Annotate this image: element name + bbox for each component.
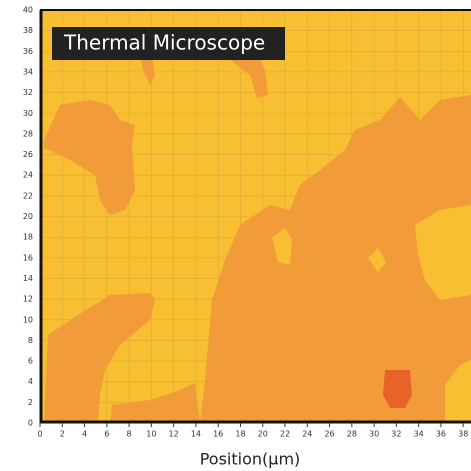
y-tick-label: 22: [23, 191, 33, 200]
y-tick-label: 30: [23, 109, 33, 118]
x-tick-label: 20: [258, 430, 268, 439]
x-tick-label: 30: [369, 430, 379, 439]
x-tick-label: 26: [324, 430, 334, 439]
y-tick-label: 38: [23, 26, 33, 35]
y-tick-label: 12: [23, 295, 33, 304]
x-tick-label: 2: [60, 430, 65, 439]
x-tick-label: 38: [458, 430, 468, 439]
x-tick-label: 6: [104, 430, 109, 439]
x-tick-label: 22: [280, 430, 290, 439]
y-tick-label: 14: [23, 274, 33, 283]
x-tick-label: 14: [191, 430, 201, 439]
y-tick-label: 16: [23, 253, 33, 262]
y-tick-label: 6: [28, 357, 33, 366]
plot-area: [40, 10, 471, 423]
x-tick-label: 34: [414, 430, 424, 439]
x-axis-label: Position(μm): [200, 450, 301, 469]
x-tick-label: 28: [347, 430, 357, 439]
x-tick-label: 24: [302, 430, 312, 439]
y-tick-label: 2: [28, 398, 33, 407]
y-tick-label: 8: [28, 336, 33, 345]
y-tick-label: 26: [23, 150, 33, 159]
x-tick-label: 32: [391, 430, 401, 439]
x-tick-label: 36: [436, 430, 446, 439]
x-tick-label: 0: [37, 430, 42, 439]
y-tick-label: 4: [28, 377, 33, 386]
x-tick-label: 4: [82, 430, 87, 439]
y-tick-label: 20: [23, 212, 33, 221]
y-tick-label: 28: [23, 129, 33, 138]
page: Thermal Microscope Position(μm) 02468101…: [0, 0, 471, 471]
x-tick-label: 12: [169, 430, 179, 439]
y-tick-label: 32: [23, 88, 33, 97]
y-tick-label: 0: [28, 419, 33, 428]
x-tick-label: 8: [127, 430, 132, 439]
y-tick-label: 24: [23, 171, 33, 180]
x-tick-label: 18: [235, 430, 245, 439]
y-tick-label: 36: [23, 47, 33, 56]
y-tick-label: 18: [23, 233, 33, 242]
y-tick-label: 10: [23, 315, 33, 324]
hot-region: [383, 370, 412, 408]
chart: Thermal Microscope Position(μm) 02468101…: [0, 0, 471, 471]
chart-title: Thermal Microscope: [63, 31, 265, 55]
y-tick-label: 40: [23, 6, 33, 15]
y-tick-label: 34: [23, 67, 33, 76]
x-tick-label: 16: [213, 430, 223, 439]
x-tick-label: 10: [146, 430, 156, 439]
